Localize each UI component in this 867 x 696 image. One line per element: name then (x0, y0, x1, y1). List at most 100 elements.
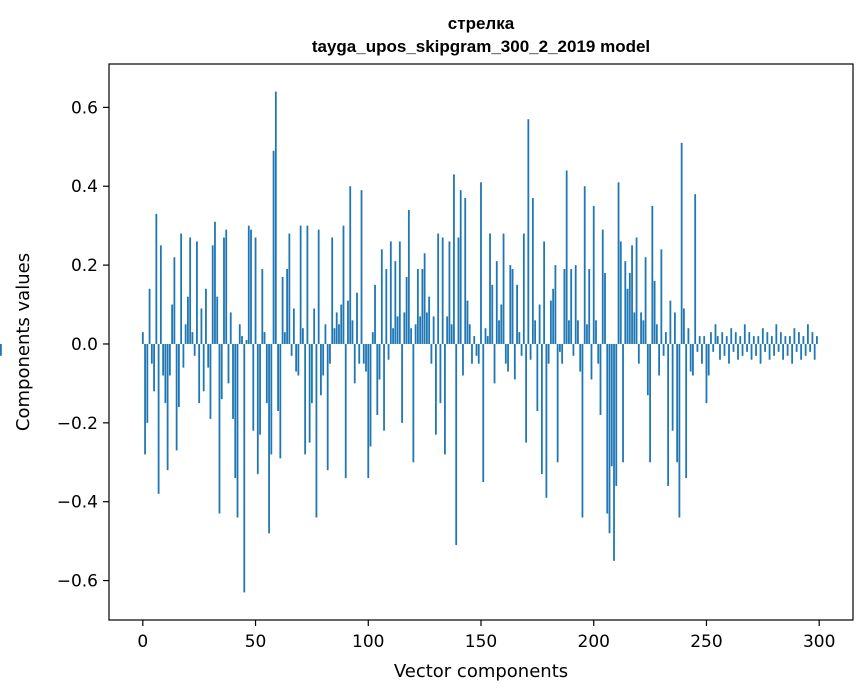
bar (604, 272, 606, 344)
x-axis-ticks: 0 50 100 150 200 250 300 (137, 620, 835, 652)
bar (320, 343, 322, 396)
bar (730, 328, 733, 344)
bar (779, 332, 782, 344)
bar (601, 229, 604, 344)
y-tick-label: 0.4 (71, 177, 98, 197)
chart-subtitle: tayga_upos_skipgram_300_2_2019 model (312, 37, 650, 56)
bar (432, 316, 435, 344)
bar (155, 213, 158, 344)
bar (651, 205, 654, 344)
bar (216, 296, 219, 344)
bar (579, 343, 582, 372)
bar (389, 241, 392, 344)
bar (633, 312, 636, 344)
bar (741, 343, 744, 356)
bar (211, 245, 214, 344)
bar (475, 343, 478, 356)
bar (599, 343, 602, 415)
bar (428, 296, 431, 344)
bar (412, 343, 415, 463)
bar (259, 343, 261, 435)
bar (141, 332, 144, 344)
bar (421, 269, 424, 344)
bar (813, 343, 816, 360)
bar (484, 328, 487, 344)
bar (387, 343, 390, 360)
bar (797, 332, 800, 344)
bar (646, 343, 649, 396)
bar (597, 343, 600, 364)
bar (374, 284, 376, 344)
bar (649, 343, 651, 463)
bar (250, 229, 252, 344)
bar (261, 269, 264, 344)
bar (511, 269, 514, 344)
bar (565, 170, 568, 344)
bar (509, 265, 512, 344)
bar (759, 343, 762, 364)
bar (671, 343, 674, 431)
bar (439, 343, 442, 404)
bar (624, 261, 627, 344)
bar (642, 320, 645, 344)
bar (725, 336, 728, 344)
bar (394, 261, 397, 344)
bar (0, 343, 2, 356)
bar (669, 300, 672, 344)
bar (655, 324, 658, 344)
bar (554, 265, 557, 344)
bar (385, 269, 388, 344)
bar (317, 229, 320, 344)
bar (207, 343, 210, 368)
bar (504, 343, 507, 364)
bar (164, 343, 167, 404)
bar (673, 312, 676, 344)
bar (807, 324, 809, 344)
bar (281, 276, 284, 344)
bar (491, 284, 494, 344)
bar (286, 269, 289, 344)
bar (795, 343, 798, 352)
bar (425, 312, 428, 344)
bar (466, 300, 469, 344)
bar (516, 284, 518, 344)
bar (764, 343, 766, 352)
bar (622, 343, 624, 463)
bar (676, 343, 679, 463)
bar (162, 343, 165, 376)
bar (710, 332, 712, 344)
bar (482, 343, 485, 482)
bar (809, 343, 812, 352)
bar (171, 304, 174, 344)
bar (495, 261, 498, 344)
bar (534, 320, 537, 344)
bar (315, 343, 318, 518)
bar (561, 343, 564, 364)
bar (705, 343, 708, 404)
bar (572, 343, 575, 356)
bar (333, 328, 336, 344)
bar (144, 343, 146, 455)
bar (227, 343, 230, 384)
bar (486, 336, 489, 344)
bar (392, 328, 394, 344)
bar (644, 257, 647, 344)
bar (159, 245, 162, 344)
bar (462, 343, 464, 376)
bar (297, 343, 300, 376)
bar (678, 343, 681, 518)
bar (752, 336, 755, 344)
bar (802, 336, 805, 344)
bar (635, 237, 638, 344)
bar (279, 343, 282, 459)
bar (750, 343, 753, 360)
bar (252, 343, 255, 431)
bar (401, 343, 403, 423)
bar (680, 142, 683, 344)
y-axis-ticks: −0.6 −0.4 −0.2 0.0 0.2 0.4 0.6 (57, 98, 109, 592)
bar (459, 190, 462, 344)
bar (721, 332, 724, 344)
bar (358, 343, 361, 364)
bar (692, 343, 694, 376)
bar (405, 276, 408, 344)
